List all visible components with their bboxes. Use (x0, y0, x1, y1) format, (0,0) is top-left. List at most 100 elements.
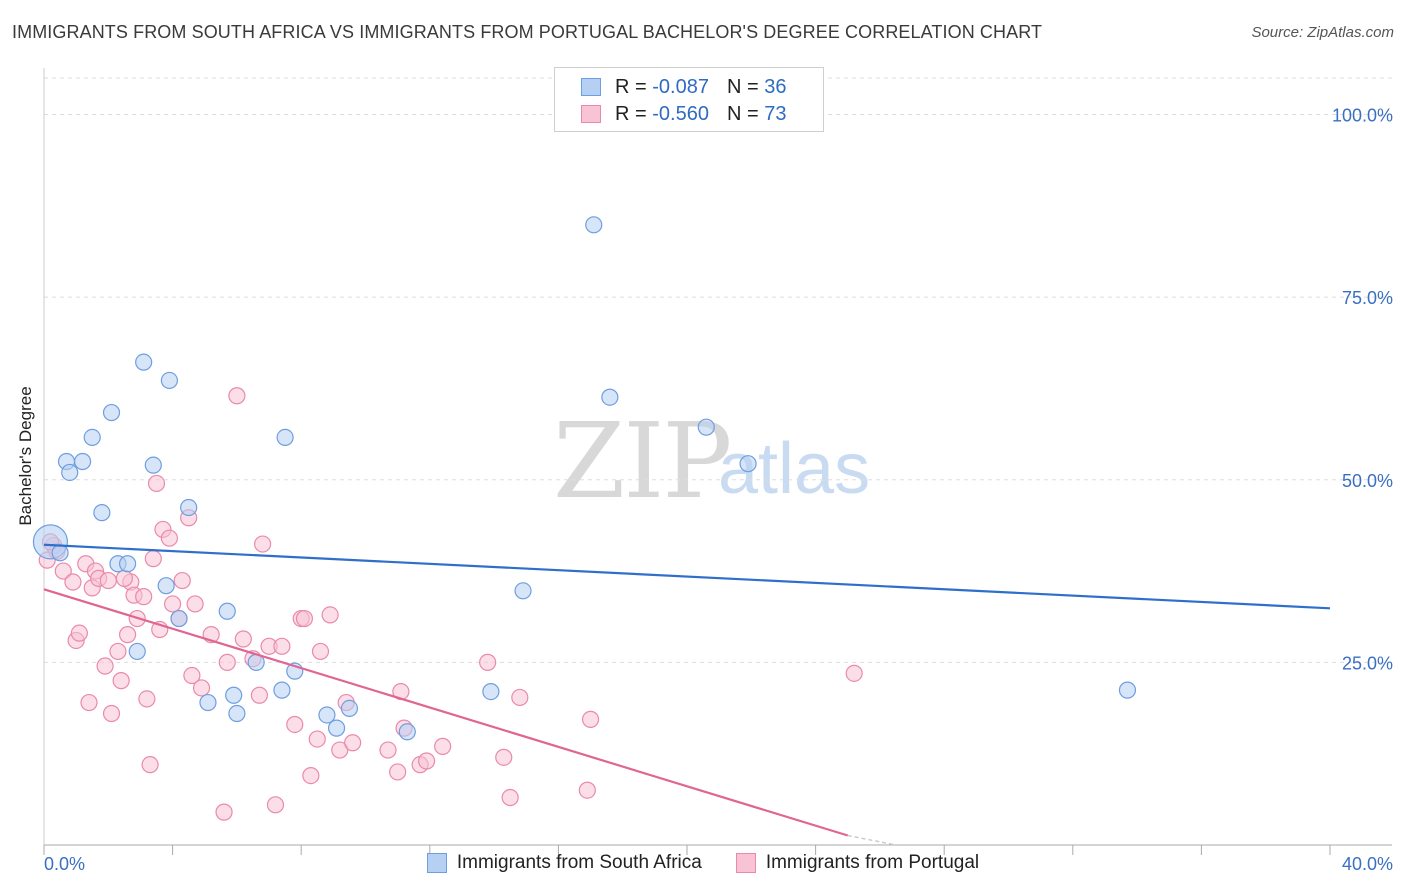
legend-swatch-pink (735, 853, 756, 873)
data-point-south-africa (276, 428, 294, 446)
data-point-portugal (417, 752, 436, 770)
data-point-south-africa (135, 353, 153, 371)
chart-title: IMMIGRANTS FROM SOUTH AFRICA VS IMMIGRAN… (12, 22, 1043, 42)
data-point-portugal (344, 734, 362, 752)
legend-r-value: -0.560 (652, 102, 709, 125)
data-point-south-africa (228, 704, 246, 723)
data-point-portugal (434, 737, 452, 755)
data-point-portugal (234, 630, 252, 648)
data-point-south-africa (218, 602, 236, 620)
data-point-south-africa (157, 577, 175, 595)
data-point-south-africa (340, 699, 359, 718)
data-point-south-africa (1118, 681, 1137, 699)
data-point-south-africa (601, 388, 619, 406)
data-point-south-africa (61, 463, 79, 482)
data-point-portugal (112, 672, 130, 690)
data-point-south-africa (273, 681, 291, 699)
data-point-portugal (302, 767, 320, 785)
data-point-portugal (102, 704, 121, 723)
series-south-africa-points (32, 216, 1137, 741)
legend-n-label: N = (726, 102, 759, 125)
axes (43, 68, 1392, 855)
data-point-portugal (218, 653, 236, 671)
data-point-south-africa (83, 428, 101, 446)
legend-label-south-africa: Immigrants from South Africa (456, 852, 702, 873)
data-point-south-africa (739, 455, 757, 473)
data-point-portugal (54, 562, 72, 580)
data-point-portugal (192, 679, 211, 697)
data-point-portugal (389, 763, 407, 781)
data-point-south-africa (514, 582, 532, 600)
data-point-portugal (64, 573, 82, 591)
x-tick-label: 0.0% (44, 854, 85, 874)
data-point-south-africa (318, 706, 336, 724)
legend-r-label: R = (615, 75, 647, 98)
data-point-portugal (228, 387, 246, 405)
data-point-portugal (845, 664, 863, 682)
data-point-portugal (254, 535, 272, 553)
data-point-portugal (99, 571, 117, 590)
legend-item-south-africa[interactable]: Immigrants from South Africa (426, 852, 702, 874)
data-point-portugal (138, 690, 156, 708)
tick-labels: 25.0% 50.0% 75.0% 100.0% 0.0% 40.0% (44, 106, 1393, 874)
trend-lines (43, 543, 1331, 846)
legend-n-label: N = (726, 75, 759, 98)
y-tick-label: 25.0% (1342, 653, 1393, 673)
legend-swatch-blue (426, 853, 447, 873)
data-point-portugal (581, 710, 600, 728)
legend-row-portugal: R = -0.560 N = 73 (581, 101, 786, 127)
data-point-portugal (141, 756, 159, 774)
data-point-portugal (250, 686, 269, 704)
data-point-portugal (160, 529, 178, 547)
data-point-portugal (96, 657, 114, 675)
y-tick-label: 100.0% (1332, 106, 1393, 126)
series-portugal-points (38, 387, 863, 821)
legend-item-portugal[interactable]: Immigrants from Portugal (735, 852, 979, 874)
data-point-portugal (308, 730, 326, 748)
legend-swatch-pink (581, 105, 601, 123)
x-tick-label: 40.0% (1342, 854, 1393, 874)
data-point-south-africa (170, 609, 188, 628)
data-point-portugal (266, 796, 285, 814)
data-point-portugal (495, 748, 513, 766)
data-point-portugal (311, 642, 330, 661)
trend-line-portugal (43, 588, 849, 837)
data-point-south-africa (180, 498, 198, 517)
data-point-portugal (511, 688, 529, 707)
data-point-south-africa (199, 693, 217, 712)
data-point-portugal (115, 569, 133, 587)
data-point-portugal (135, 588, 153, 606)
data-point-south-africa (102, 403, 121, 422)
legend-swatch-blue (581, 78, 601, 96)
data-point-south-africa (327, 719, 346, 737)
data-point-portugal (379, 741, 397, 759)
data-point-south-africa (585, 216, 603, 234)
trend-line-south-africa (43, 543, 1331, 610)
data-point-portugal (80, 693, 98, 712)
data-point-portugal (183, 666, 201, 685)
data-point-portugal (273, 637, 291, 655)
data-point-portugal (70, 624, 88, 642)
data-point-south-africa (697, 418, 715, 436)
data-point-portugal (286, 715, 304, 734)
data-point-south-africa (144, 456, 162, 474)
grid-lines (44, 77, 1392, 663)
data-point-portugal (186, 595, 204, 613)
y-tick-label: 50.0% (1342, 471, 1393, 491)
data-point-south-africa (398, 723, 416, 741)
legend-row-south-africa: R = -0.087 N = 36 (581, 74, 786, 100)
series-legend: Immigrants from South Africa Immigrants … (0, 852, 1406, 874)
data-point-south-africa (225, 686, 243, 704)
data-point-south-africa (93, 504, 111, 522)
data-point-portugal (164, 595, 182, 613)
legend-r-value: -0.087 (652, 75, 709, 98)
data-point-portugal (321, 606, 339, 624)
data-point-south-africa (118, 555, 137, 573)
data-point-portugal (501, 788, 519, 807)
legend-n-value: 73 (764, 102, 787, 125)
data-point-portugal (147, 474, 166, 493)
data-point-portugal (144, 550, 162, 568)
data-point-south-africa (160, 371, 178, 390)
data-point-portugal (331, 741, 349, 759)
data-point-south-africa (128, 642, 146, 661)
